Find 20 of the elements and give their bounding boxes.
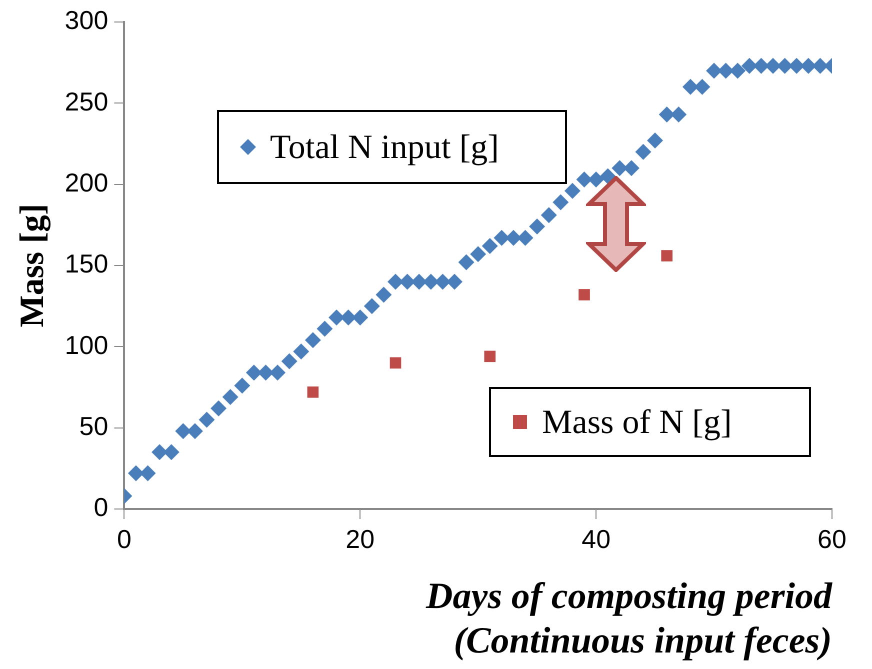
x-tick-label: 0 <box>116 524 132 554</box>
y-tick-label: 250 <box>64 86 108 116</box>
x-tick-label: 40 <box>582 524 611 554</box>
x-axis-title: Days of composting period (Continuous input feces) <box>425 576 832 662</box>
point <box>307 386 319 398</box>
y-tick-label: 100 <box>64 330 108 360</box>
point <box>578 289 590 300</box>
point <box>390 357 402 369</box>
y-tick-label: 50 <box>79 411 108 442</box>
x-tick-label: 60 <box>818 524 846 554</box>
legend-label: Total N input [g] <box>270 128 499 166</box>
y-tick-label: 300 <box>64 5 108 36</box>
point <box>484 350 496 362</box>
y-axis-title: Mass [g] <box>14 204 52 328</box>
x-tick-label: 20 <box>346 524 375 554</box>
legend-label: Mass of N [g] <box>542 404 732 441</box>
point <box>661 250 672 262</box>
y-tick-label: 150 <box>64 248 108 279</box>
y-tick-label: 200 <box>64 168 108 198</box>
y-tick-label: 0 <box>94 492 108 522</box>
